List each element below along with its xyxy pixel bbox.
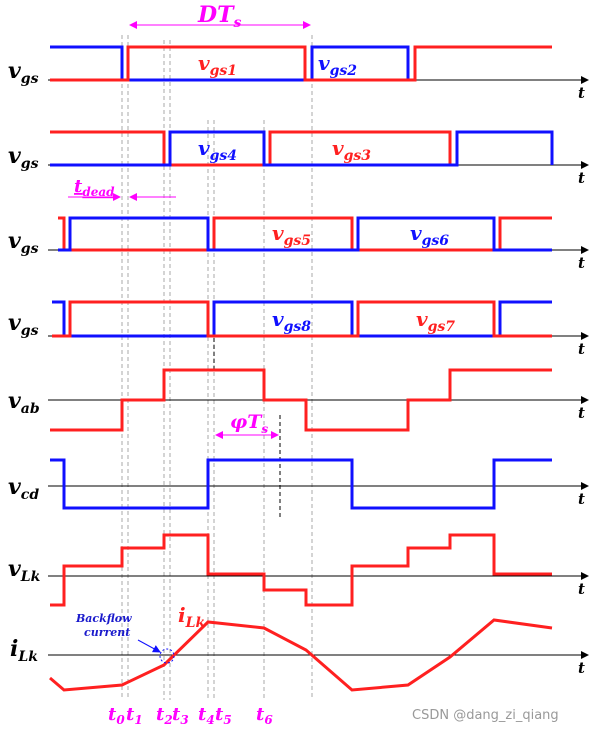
tick-t6: t6 bbox=[256, 704, 273, 727]
trace-ilk: Backflow current iLk bbox=[49, 603, 553, 692]
trace-vgs7-vgs8: vgs8 vgs7 bbox=[52, 300, 552, 338]
label-vgs8: vgs8 bbox=[272, 307, 311, 335]
svg-text:t: t bbox=[578, 404, 585, 422]
tick-t3: t3 bbox=[172, 704, 189, 727]
row-label-vcd: vcd bbox=[8, 474, 39, 503]
svg-text:DTs: DTs bbox=[197, 2, 241, 31]
backflow-label-line1: Backflow bbox=[75, 612, 132, 625]
trace-vgs1-vgs2: vgs1 vgs2 bbox=[50, 45, 552, 82]
tick-t0: t0 bbox=[108, 704, 125, 727]
tick-t1: t1 bbox=[126, 704, 143, 727]
svg-text:t: t bbox=[578, 340, 585, 358]
tdead-annotation: tdead bbox=[68, 176, 176, 201]
dt-annotation: DTs bbox=[129, 2, 311, 31]
row-label-vgs-1: vgs bbox=[8, 58, 39, 87]
trace-vab bbox=[50, 368, 552, 432]
trace-vlk bbox=[50, 533, 552, 607]
label-vgs3: vgs3 bbox=[332, 136, 371, 164]
trace-vgs3-vgs4: vgs4 vgs3 bbox=[50, 130, 554, 167]
label-vgs2: vgs2 bbox=[318, 51, 357, 79]
label-vgs5: vgs5 bbox=[272, 221, 311, 249]
svg-text:t: t bbox=[578, 84, 585, 102]
row-labels: vgs vgs vgs vgs vab vcd vLk iLk bbox=[8, 58, 41, 665]
time-ticks: t0 t1 t2 t3 t4 t5 t6 bbox=[108, 704, 273, 727]
trace-vcd bbox=[50, 458, 552, 510]
guide-lines bbox=[121, 35, 313, 700]
row-label-vlk: vLk bbox=[8, 556, 41, 585]
row-label-vgs-2: vgs bbox=[8, 143, 39, 172]
label-vgs7: vgs7 bbox=[416, 307, 455, 335]
backflow-marker bbox=[159, 648, 175, 664]
tick-t2: t2 bbox=[156, 704, 173, 727]
svg-text:t: t bbox=[578, 659, 585, 677]
svg-text:t: t bbox=[578, 169, 585, 187]
backflow-label-line2: current bbox=[84, 626, 130, 639]
label-vgs4: vgs4 bbox=[198, 136, 237, 164]
svg-text:φTs: φTs bbox=[230, 411, 268, 436]
label-vgs1: vgs1 bbox=[198, 51, 237, 79]
svg-text:t: t bbox=[578, 254, 585, 272]
svg-text:t: t bbox=[578, 490, 585, 508]
watermark: CSDN @dang_zi_qiang bbox=[412, 708, 559, 723]
label-vgs6: vgs6 bbox=[410, 221, 449, 249]
phi-annotation: φTs bbox=[215, 411, 279, 439]
axis-t-labels: t t t t t t t t bbox=[578, 84, 585, 677]
svg-text:t: t bbox=[578, 580, 585, 598]
label-ilk: iLk bbox=[178, 603, 205, 631]
row-label-ilk: iLk bbox=[10, 636, 38, 665]
trace-vgs5-vgs6: vgs5 vgs6 bbox=[58, 216, 552, 252]
svg-text:tdead: tdead bbox=[74, 176, 115, 199]
tick-t5: t5 bbox=[215, 704, 232, 727]
row-label-vgs-3: vgs bbox=[8, 228, 39, 257]
row-label-vab: vab bbox=[8, 388, 40, 417]
tick-t4: t4 bbox=[198, 704, 215, 727]
row-label-vgs-4: vgs bbox=[8, 310, 39, 339]
